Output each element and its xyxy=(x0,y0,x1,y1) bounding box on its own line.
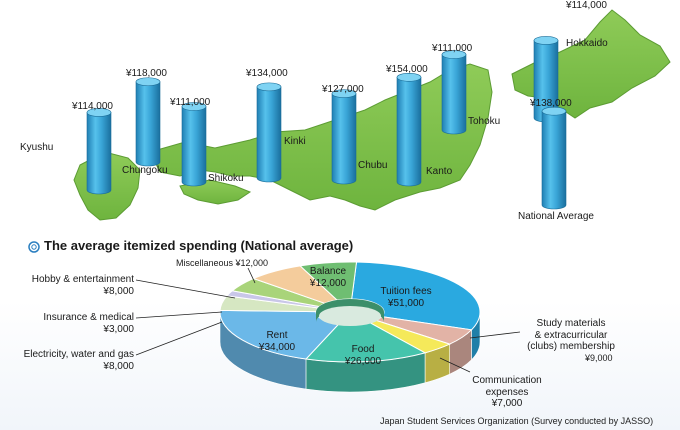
slice-name-electricity: Electricity, water and gas xyxy=(23,349,134,360)
leader-comm xyxy=(439,357,471,373)
slice-label-misc: Miscellaneous ¥12,000 xyxy=(176,258,269,268)
slice-label-rent: Rent ¥34,000 xyxy=(252,330,302,353)
slice-amount-comm: ¥7,000 xyxy=(491,398,523,409)
slice-label-hobby: Hobby & entertainment ¥8,000 xyxy=(32,274,134,297)
region-value-chungoku: ¥118,000 xyxy=(126,68,167,79)
slice-amount-rent: ¥34,000 xyxy=(258,341,296,353)
slice-name-study-1: Study materials xyxy=(536,318,606,329)
region-value-shikoku: ¥111,000 xyxy=(170,97,211,108)
region-label-chungoku: Chungoku xyxy=(122,165,168,176)
slice-label-comm: Communication expenses ¥7,000 xyxy=(462,375,552,410)
leader-study xyxy=(469,331,521,339)
region-value-kinki: ¥134,000 xyxy=(246,68,288,79)
region-label-hokkaido: Hokkaido xyxy=(566,38,608,49)
slice-label-insurance: Insurance & medical ¥3,000 xyxy=(43,312,134,335)
cylinder-bar-shikoku xyxy=(181,102,207,187)
slice-label-food: Food ¥26,000 xyxy=(338,344,388,367)
slice-label-tuition: Tuition fees ¥51,000 xyxy=(366,286,446,309)
cylinder-bar-kyushu xyxy=(86,108,112,195)
pie-hole xyxy=(316,299,384,322)
slice-label-study: Study materials & extracurricular (clubs… xyxy=(517,318,625,353)
leader-insurance xyxy=(135,311,223,319)
region-label-chubu: Chubu xyxy=(358,160,388,171)
circle-bullet-icon xyxy=(28,241,40,253)
leader-misc xyxy=(247,267,256,284)
slice-name-insurance: Insurance & medical xyxy=(43,312,134,323)
pie-title: The average itemized spending (National … xyxy=(44,238,354,253)
slice-amount-hobby: ¥8,000 xyxy=(103,285,134,297)
region-label-kinki: Kinki xyxy=(284,136,306,147)
slice-name-study-2: & extracurricular xyxy=(534,329,608,341)
pie-slices xyxy=(219,261,481,393)
slice-label-balance: Balance ¥12,000 xyxy=(300,266,356,289)
slice-name-food: Food xyxy=(351,344,375,355)
cylinder-bar-chungoku xyxy=(135,77,161,167)
leader-electricity xyxy=(135,321,223,356)
slice-name-balance: Balance xyxy=(309,266,347,277)
pie-sides xyxy=(219,311,481,393)
region-label-shikoku: Shikoku xyxy=(208,173,244,184)
cylinder-bar-tohoku xyxy=(441,50,467,135)
footer-source: Japan Student Services Organization (Sur… xyxy=(380,416,654,426)
slice-amount-study: ¥9,000 xyxy=(585,353,613,363)
slice-name-comm-1: Communication xyxy=(472,375,542,386)
cylinder-bar-kinki xyxy=(256,82,282,183)
region-value-kyushu: ¥114,000 xyxy=(72,101,113,112)
slice-label-electricity: Electricity, water and gas ¥8,000 xyxy=(24,349,134,372)
pie-hole-center xyxy=(319,306,381,326)
cylinder-bar-kanto xyxy=(396,72,422,187)
cylinder-bar-national-average xyxy=(541,106,567,210)
region-label-tohoku: Tohoku xyxy=(468,116,501,127)
cylinder-bar-hokkaido xyxy=(533,36,559,123)
region-label-national: National Average xyxy=(518,211,594,222)
region-label-kyushu: Kyushu xyxy=(20,142,54,153)
slice-amount-tuition: ¥51,000 xyxy=(387,297,425,309)
leader-lines xyxy=(135,267,521,373)
slice-name-rent: Rent xyxy=(266,330,288,341)
slice-amount-balance: ¥12,000 xyxy=(309,277,347,289)
region-value-hokkaido: ¥114,000 xyxy=(566,0,607,11)
slice-amount-electricity: ¥8,000 xyxy=(103,360,134,372)
leader-hobby xyxy=(135,279,236,299)
region-value-kanto: ¥154,000 xyxy=(386,64,428,75)
cylinder-bars xyxy=(86,36,567,210)
slice-amount-food: ¥26,000 xyxy=(344,355,382,367)
slice-name-hobby: Hobby & entertainment xyxy=(31,274,134,285)
region-value-national: ¥138,000 xyxy=(530,98,572,109)
region-label-kanto: Kanto xyxy=(426,166,453,177)
slice-name-comm-2: expenses xyxy=(485,386,529,398)
region-value-chubu: ¥127,000 xyxy=(322,84,364,95)
slice-amount-insurance: ¥3,000 xyxy=(103,323,134,335)
region-value-tohoku: ¥111,000 xyxy=(432,43,473,54)
cylinder-bar-chubu xyxy=(331,89,357,185)
slice-name-study-3: (clubs) membership xyxy=(527,341,615,352)
slice-name-tuition: Tuition fees xyxy=(380,286,432,297)
